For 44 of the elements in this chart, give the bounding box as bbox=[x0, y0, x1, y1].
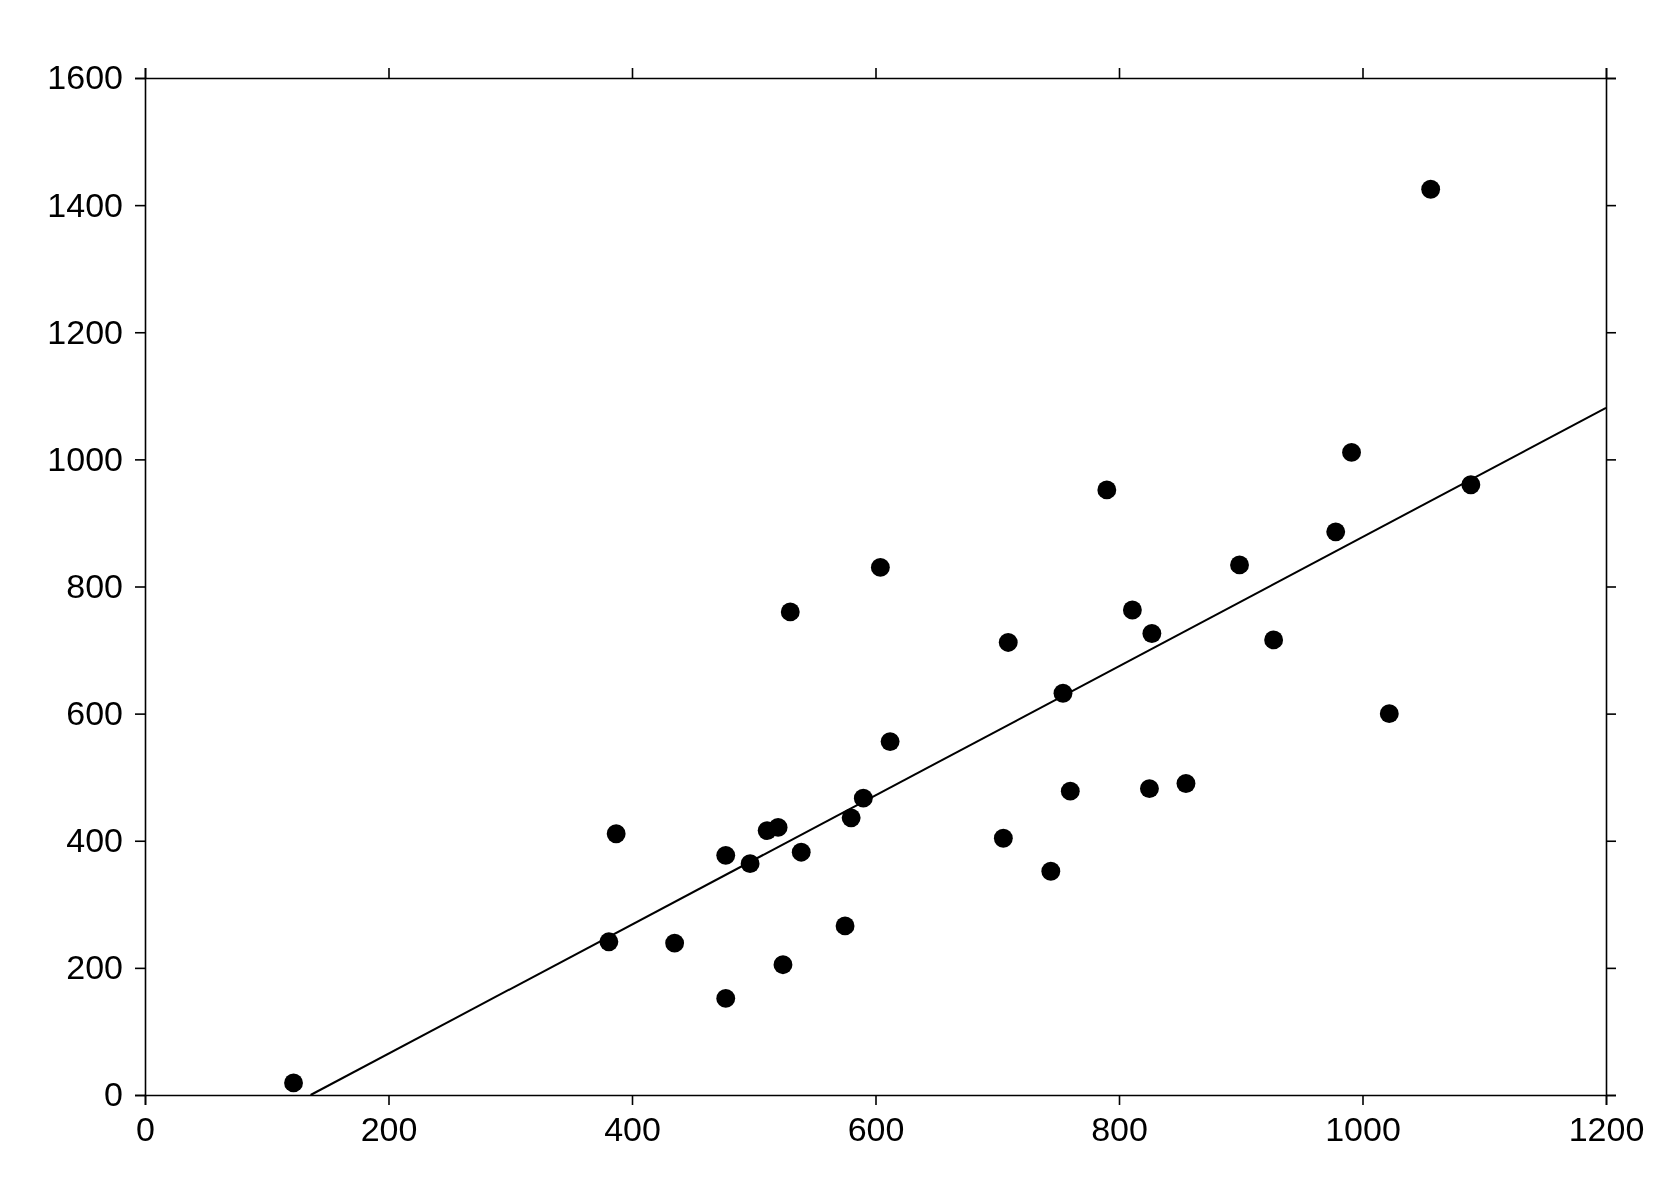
point bbox=[1122, 600, 1142, 620]
point bbox=[1230, 555, 1249, 575]
point bbox=[1140, 779, 1159, 799]
point bbox=[998, 633, 1018, 652]
point bbox=[768, 817, 788, 837]
y-tick-label: 600 bbox=[66, 694, 123, 733]
x-tick-label: 1000 bbox=[1325, 1110, 1401, 1149]
x-tick-label: 0 bbox=[136, 1110, 155, 1149]
point bbox=[1342, 442, 1361, 462]
point bbox=[606, 824, 626, 844]
point bbox=[1097, 480, 1117, 500]
point bbox=[1326, 522, 1346, 542]
y-tick-label: 0 bbox=[104, 1075, 123, 1114]
point bbox=[1379, 704, 1399, 724]
y-tick-label: 800 bbox=[66, 566, 123, 605]
y-tick-label: 1600 bbox=[47, 58, 123, 97]
point bbox=[716, 845, 736, 865]
y-tick-label: 200 bbox=[66, 948, 123, 987]
y-tick-label: 1000 bbox=[47, 439, 123, 478]
point bbox=[880, 732, 900, 752]
point bbox=[1264, 630, 1284, 650]
x-tick-label: 200 bbox=[360, 1110, 418, 1149]
x-tick-label: 600 bbox=[847, 1110, 905, 1149]
y-tick-label: 1200 bbox=[47, 312, 123, 351]
point bbox=[1142, 624, 1162, 643]
point bbox=[1176, 774, 1196, 793]
y-tick-label: 400 bbox=[66, 821, 123, 860]
point bbox=[716, 988, 736, 1008]
point bbox=[870, 558, 890, 577]
point bbox=[1041, 861, 1061, 881]
point bbox=[780, 602, 800, 622]
point bbox=[993, 828, 1013, 848]
y-tick-label: 1400 bbox=[47, 185, 123, 224]
point bbox=[665, 933, 685, 953]
point bbox=[841, 808, 861, 828]
x-tick-label: 800 bbox=[1091, 1110, 1148, 1149]
point bbox=[1060, 781, 1080, 801]
point bbox=[791, 842, 811, 862]
point bbox=[1421, 179, 1441, 199]
point bbox=[284, 1073, 303, 1093]
point bbox=[773, 955, 793, 975]
x-tick-label: 1200 bbox=[1568, 1110, 1645, 1149]
x-tick-label: 400 bbox=[604, 1110, 661, 1149]
point bbox=[835, 916, 855, 936]
